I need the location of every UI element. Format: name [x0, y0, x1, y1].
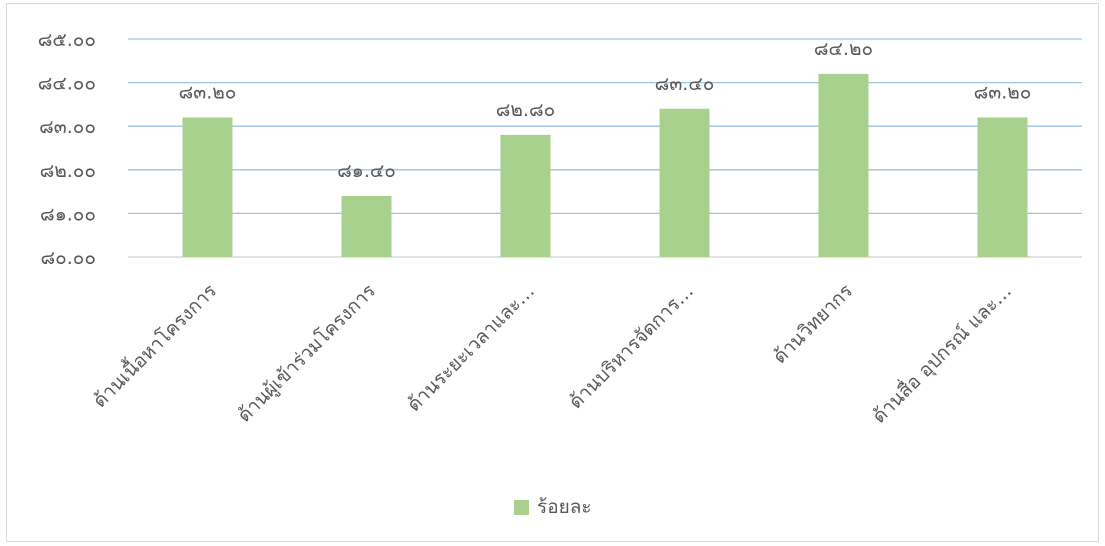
y-tick-label: ๘๐.๐๐ — [41, 247, 97, 269]
data-label: ๘๓.๔๐ — [655, 73, 715, 95]
gridlines — [128, 38, 1082, 258]
chart-frame — [6, 3, 1099, 542]
y-tick-label: ๘๒.๐๐ — [40, 160, 96, 182]
x-tick-label: ด้านสื่อ อุปกรณ์ และ… — [866, 278, 1017, 429]
x-tick-label: ด้านบริหารจัดการ… — [565, 280, 698, 413]
bar — [500, 134, 551, 257]
legend-swatch — [514, 499, 529, 515]
data-label: ๘๓.๒๐ — [179, 81, 237, 103]
bar — [977, 117, 1028, 257]
y-axis-tick-labels: ๘๐.๐๐ ๘๑.๐๐ ๘๒.๐๐ ๘๓.๐๐ ๘๔.๐๐ ๘๕.๐๐ — [38, 29, 96, 269]
x-tick-label: ด้านผู้เข้าร่วมโครงการ — [233, 279, 380, 426]
x-tick-label: ด้านวิทยากร — [769, 280, 857, 368]
data-label: ๘๓.๒๐ — [974, 81, 1032, 103]
data-label: ๘๑.๔๐ — [337, 160, 396, 182]
bars — [182, 73, 1028, 257]
bar — [659, 108, 710, 257]
bar — [182, 117, 233, 257]
y-tick-label: ๘๕.๐๐ — [38, 29, 96, 51]
data-label: ๘๔.๒๐ — [814, 38, 873, 60]
x-tick-label: ด้านระยะเวลาและ… — [403, 280, 539, 416]
y-tick-label: ๘๔.๐๐ — [38, 73, 96, 95]
y-tick-label: ๘๓.๐๐ — [39, 116, 96, 138]
data-label: ๘๒.๘๐ — [496, 99, 555, 121]
x-tick-label: ด้านเนื้อหาโครงการ — [87, 278, 221, 412]
bar — [818, 73, 869, 257]
legend: ร้อยละ — [514, 492, 592, 522]
y-tick-label: ๘๑.๐๐ — [40, 203, 96, 225]
legend-label: ร้อยละ — [537, 496, 592, 518]
x-axis-tick-labels: ด้านเนื้อหาโครงการ ด้านผู้เข้าร่วมโครงการ… — [87, 278, 1017, 429]
bar — [341, 195, 392, 257]
